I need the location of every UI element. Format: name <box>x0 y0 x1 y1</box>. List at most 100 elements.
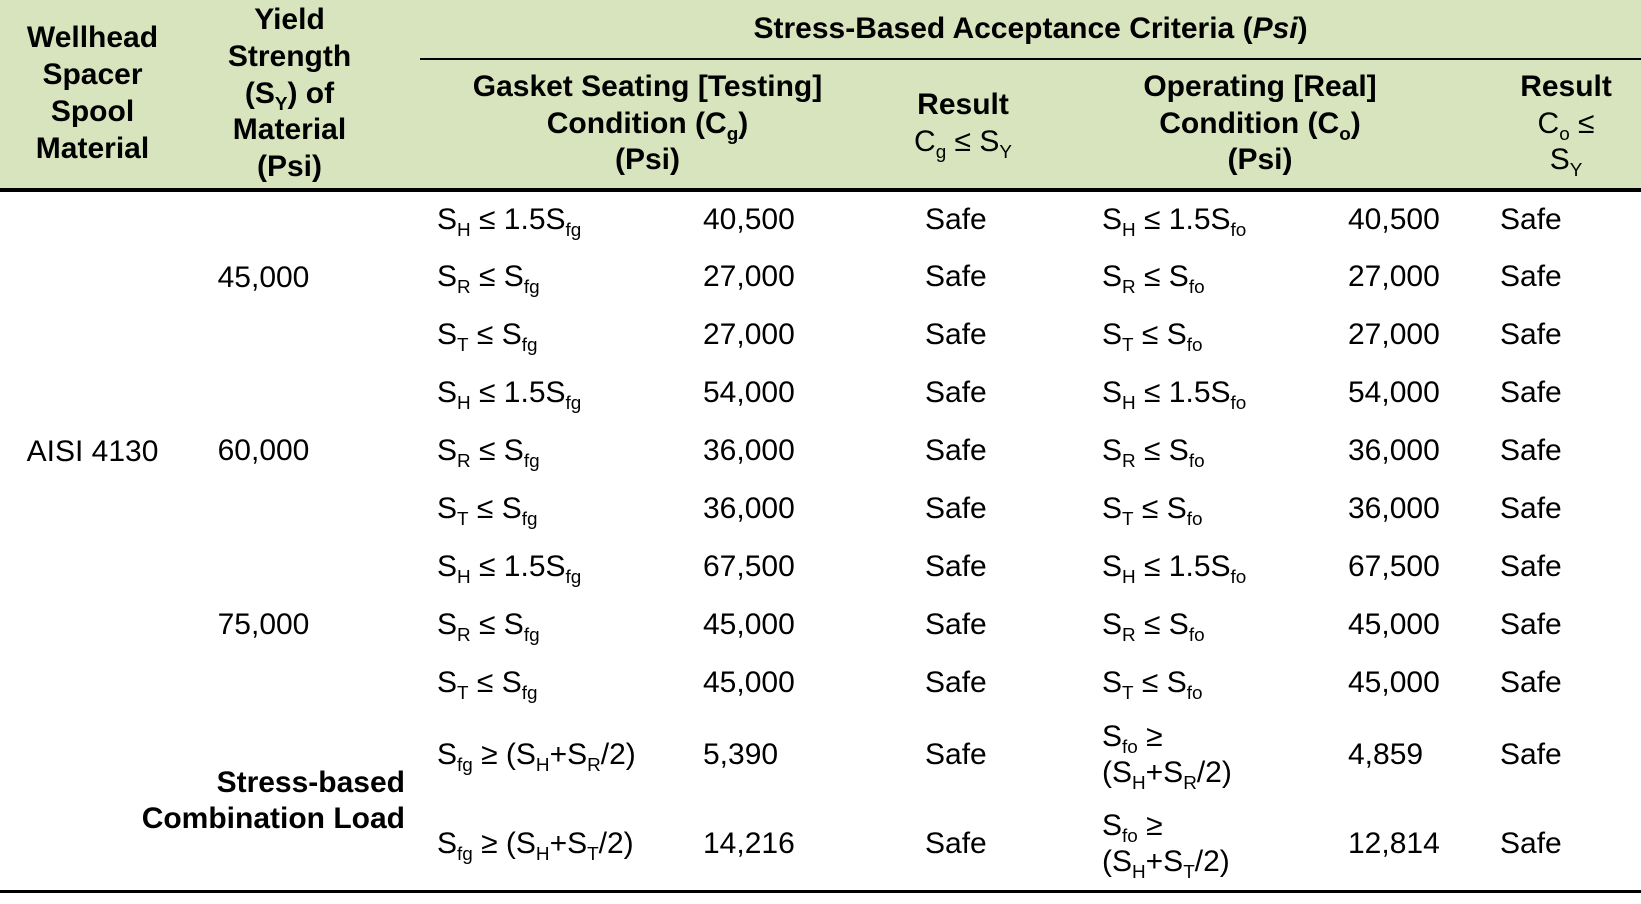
header-row-group: Wellhead Spacer Spool Material Yield Strengt… <box>0 0 1641 190</box>
operating-result-cell: Safe <box>1500 826 1562 860</box>
table-header: Wellhead Spacer Spool Material Yield Strengt… <box>0 0 1641 190</box>
gasket-result-cell: Safe <box>925 738 987 771</box>
table-row: AISI 4130 45,000 SH ≤ 1.5Sfg 40,500 Safe… <box>0 190 1641 468</box>
operating-formula-cell: SR ≤ Sfo <box>1102 260 1205 298</box>
table-row: ST ≤ Sfg 27,000 Safe ST ≤ Sfo 27,000 Saf… <box>0 306 1641 364</box>
header-yield-strength: Yield Strength (SY) of Material (Psi) <box>185 0 420 190</box>
gasket-formula-cell: SH ≤ 1.5Sfg <box>437 203 582 241</box>
gasket-result-cell: Safe <box>925 492 987 525</box>
gasket-result-cell: Safe <box>925 826 987 860</box>
material-cell: AISI 4130 <box>26 435 159 468</box>
table-row: 60,000 SH ≤ 1.5Sfg 54,000 Safe SH ≤ 1.5S… <box>0 364 1641 467</box>
gasket-value-cell: 14,216 <box>703 826 795 860</box>
operating-value-cell: 40,500 <box>1348 203 1440 236</box>
yield-cell-45000: 45,000 <box>217 261 310 294</box>
gasket-value-cell: 36,000 <box>703 492 795 525</box>
gasket-value-cell: 54,000 <box>703 376 795 409</box>
operating-value-cell: 45,000 <box>1348 608 1440 641</box>
operating-formula-cell: SR ≤ Sfo <box>1102 434 1205 472</box>
header-result-gasket: Result Cg ≤ SY <box>875 59 1085 190</box>
table-row: ST ≤ Sfg 45,000 Safe ST ≤ Sfo 45,000 Saf… <box>0 654 1641 712</box>
group-title-text: Stress-Based Acceptance Criteria ( <box>753 11 1253 45</box>
header-gasket-condition: Gasket Seating [Testing] Condition (Cg) (P… <box>420 59 875 190</box>
operating-result-cell: Safe <box>1500 738 1562 771</box>
table-row: 75,000 SH ≤ 1.5Sfg 67,500 Safe SH ≤ 1.5S… <box>0 538 1641 641</box>
operating-result-cell: Safe <box>1500 608 1562 641</box>
gasket-formula-cell: Sfg ≥ (SH+SR/2) <box>437 738 636 776</box>
operating-result-cell: Safe <box>1500 492 1562 525</box>
combination-load-label: Stress-based Combination Load <box>141 765 405 835</box>
gasket-formula-cell: SH ≤ 1.5Sfg <box>437 550 582 588</box>
gasket-formula-cell: ST ≤ Sfg <box>437 318 538 356</box>
operating-value-cell: 67,500 <box>1348 550 1440 583</box>
operating-formula-cell: Sfo ≥ (SH+ST/2) <box>1102 808 1230 883</box>
operating-value-cell: 27,000 <box>1348 260 1440 293</box>
gasket-result-cell: Safe <box>925 434 987 467</box>
operating-result-cell: Safe <box>1500 376 1562 409</box>
operating-formula-cell: Sfo ≥ (SH+SR/2) <box>1102 720 1232 794</box>
gasket-result-cell: Safe <box>925 550 987 583</box>
operating-value-cell: 4,859 <box>1348 738 1424 771</box>
operating-value-cell: 27,000 <box>1348 318 1440 351</box>
table-row: ST ≤ Sfg 36,000 Safe ST ≤ Sfo 36,000 Saf… <box>0 480 1641 538</box>
table-row: SR ≤ Sfg 45,000 Safe SR ≤ Sfo 45,000 Saf… <box>0 596 1641 654</box>
gasket-value-cell: 27,000 <box>703 260 795 293</box>
header-result-operating: Result Co ≤ SY <box>1475 59 1641 190</box>
gasket-value-cell: 45,000 <box>703 608 795 641</box>
gasket-result-cell: Safe <box>925 666 987 699</box>
gasket-value-cell: 67,500 <box>703 550 795 583</box>
yield-cell-75000: 75,000 <box>217 608 310 641</box>
gasket-value-cell: 40,500 <box>703 203 795 236</box>
operating-result-cell: Safe <box>1500 666 1562 699</box>
gasket-formula-cell: ST ≤ Sfg <box>437 666 538 704</box>
gasket-result-cell: Safe <box>925 318 987 351</box>
operating-value-cell: 12,814 <box>1348 826 1440 860</box>
group-title-psi-italic: Psi <box>1252 11 1298 45</box>
gasket-value-cell: 27,000 <box>703 318 795 351</box>
header-result-gasket-title: Result <box>917 88 1009 122</box>
gasket-result-cell: Safe <box>925 608 987 641</box>
header-result-operating-title: Result <box>1520 69 1612 103</box>
header-result-gasket-condition: Cg ≤ SY <box>914 125 1012 163</box>
operating-result-cell: Safe <box>1500 203 1562 236</box>
table-row: SR ≤ Sfg 27,000 Safe SR ≤ Sfo 27,000 Saf… <box>0 248 1641 306</box>
header-result-operating-condition: Co ≤ SY <box>1537 106 1595 182</box>
operating-formula-cell: SH ≤ 1.5Sfo <box>1102 376 1247 414</box>
gasket-formula-cell: SH ≤ 1.5Sfg <box>437 376 582 414</box>
gasket-formula-cell: SR ≤ Sfg <box>437 608 540 646</box>
gasket-result-cell: Safe <box>925 376 987 409</box>
operating-formula-cell: SR ≤ Sfo <box>1102 608 1205 646</box>
header-material: Wellhead Spacer Spool Material <box>0 0 185 190</box>
operating-value-cell: 36,000 <box>1348 434 1440 467</box>
operating-formula-cell: ST ≤ Sfo <box>1102 318 1203 356</box>
gasket-result-cell: Safe <box>925 260 987 293</box>
gasket-formula-cell: ST ≤ Sfg <box>437 492 538 530</box>
gasket-formula-cell: SR ≤ Sfg <box>437 260 540 298</box>
group-title-close: ) <box>1297 11 1308 45</box>
operating-value-cell: 36,000 <box>1348 492 1440 525</box>
header-group-title: Stress-Based Acceptance Criteria (Psi) <box>420 0 1641 60</box>
operating-value-cell: 45,000 <box>1348 666 1440 699</box>
operating-formula-cell: SH ≤ 1.5Sfo <box>1102 203 1247 241</box>
operating-result-cell: Safe <box>1500 260 1562 293</box>
operating-result-cell: Safe <box>1500 550 1562 583</box>
operating-result-cell: Safe <box>1500 318 1562 351</box>
operating-formula-cell: SH ≤ 1.5Sfo <box>1102 550 1247 588</box>
gasket-value-cell: 45,000 <box>703 666 795 699</box>
header-operating-condition: Operating [Real] Condition (Co) (Psi) <box>1085 59 1475 190</box>
operating-value-cell: 54,000 <box>1348 376 1440 409</box>
table-body: AISI 4130 45,000 SH ≤ 1.5Sfg 40,500 Safe… <box>0 190 1641 891</box>
gasket-value-cell: 5,390 <box>703 738 779 771</box>
operating-result-cell: Safe <box>1500 434 1562 467</box>
gasket-formula-cell: SR ≤ Sfg <box>437 434 540 472</box>
header-row-sub: Gasket Seating [Testing] Condition (Cg) (P… <box>0 59 1641 190</box>
gasket-formula-cell: Sfg ≥ (SH+ST/2) <box>437 826 634 865</box>
yield-cell-60000: 60,000 <box>217 434 310 467</box>
operating-formula-cell: ST ≤ Sfo <box>1102 666 1203 704</box>
gasket-value-cell: 36,000 <box>703 434 795 467</box>
table-row-combination: Stress-based Combination Load Sfg ≥ (SH+S… <box>0 712 1641 835</box>
table-row: SR ≤ Sfg 36,000 Safe SR ≤ Sfo 36,000 Saf… <box>0 422 1641 480</box>
gasket-result-cell: Safe <box>925 203 987 236</box>
operating-formula-cell: ST ≤ Sfo <box>1102 492 1203 530</box>
